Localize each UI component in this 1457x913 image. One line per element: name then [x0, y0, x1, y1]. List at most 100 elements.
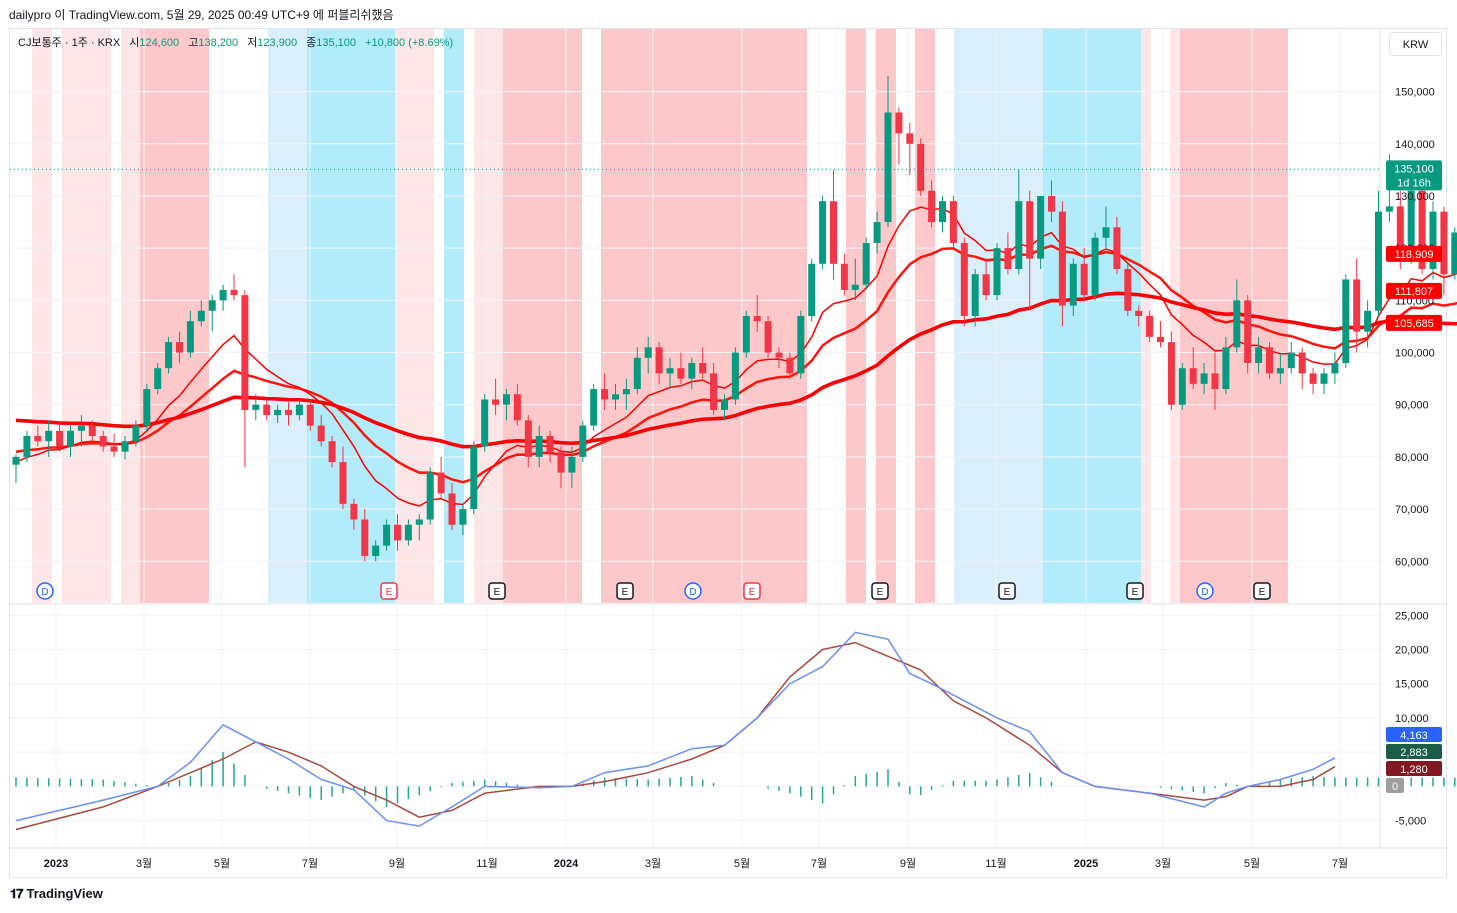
- earnings-marker-label: E: [1259, 587, 1266, 598]
- earnings-marker-icon: [1253, 582, 1271, 600]
- candle-body: [110, 446, 118, 452]
- dividend-marker-label: D: [41, 587, 48, 598]
- candle-body: [1255, 347, 1263, 363]
- ma-long-line: [15, 291, 1457, 449]
- candle-body: [263, 404, 271, 416]
- candle-body: [459, 509, 467, 525]
- histogram-value-badge: 1,280: [1400, 764, 1428, 776]
- time-tick-label: 2025: [1074, 858, 1098, 870]
- dividend-marker-label: D: [689, 587, 696, 598]
- candle-body: [252, 404, 260, 410]
- dividend-marker-icon: [36, 582, 54, 600]
- candle-body: [339, 462, 347, 504]
- candle-body: [699, 362, 707, 374]
- time-tick-label: 2023: [44, 858, 68, 870]
- candle-body: [1102, 227, 1110, 238]
- candle-body: [1167, 342, 1175, 405]
- earnings-marker-label: E: [749, 587, 756, 598]
- earnings-marker-icon: [1126, 582, 1144, 600]
- candle-body: [1178, 368, 1186, 405]
- price-tick-label: 90,000: [1395, 400, 1429, 412]
- time-tick-label: 7월: [1332, 857, 1348, 870]
- candle-body: [12, 456, 20, 465]
- time-tick-label: 5월: [1244, 857, 1260, 870]
- candle-body: [819, 201, 827, 264]
- dividend-marker-label: D: [1201, 587, 1208, 598]
- candle-body: [1266, 347, 1273, 374]
- candle-body: [786, 357, 794, 374]
- candle-body: [1091, 237, 1099, 296]
- time-tick-label: 5월: [734, 857, 750, 870]
- candle-body: [960, 242, 968, 316]
- low-label: 저: [247, 37, 258, 49]
- candle-body: [394, 524, 401, 541]
- macd-tick-label: -5,000: [1395, 816, 1426, 828]
- candle-body: [1287, 352, 1295, 369]
- earnings-marker-icon: [380, 582, 398, 600]
- candle-body: [67, 430, 74, 447]
- dividend-marker-icon: [1196, 582, 1214, 600]
- candle-body: [622, 389, 630, 395]
- candle-body: [1385, 206, 1393, 212]
- earnings-marker-icon: [616, 582, 634, 600]
- open-value: 124,600: [139, 37, 180, 49]
- price-tick-label: 150,000: [1395, 87, 1435, 99]
- symbol-name[interactable]: CJ보통주 · 1주 · KRX: [18, 37, 121, 49]
- candle-body: [306, 404, 314, 426]
- candle-body: [1331, 362, 1339, 374]
- candle-body: [873, 222, 881, 243]
- tradingview-mark-icon: 𝟏𝟕: [10, 886, 24, 901]
- candle-body: [840, 263, 848, 290]
- regime-band: [444, 29, 464, 603]
- candle-body: [1058, 211, 1066, 306]
- candle-body: [753, 316, 761, 322]
- dividend-marker-icon: [684, 582, 702, 600]
- candle-body: [88, 425, 96, 437]
- ma-short-line: [15, 206, 1457, 507]
- price-tick-label: 100,000: [1395, 348, 1435, 360]
- candle-body: [1135, 310, 1143, 316]
- currency-button[interactable]: KRW: [1389, 32, 1442, 56]
- candle-body: [197, 310, 205, 322]
- candle-body: [655, 347, 663, 374]
- candle-body: [1037, 195, 1045, 259]
- candle-body: [1200, 373, 1208, 384]
- candle-body: [56, 430, 64, 447]
- regime-band: [503, 29, 582, 603]
- regime-band: [1141, 29, 1151, 603]
- candle-body: [1157, 336, 1164, 343]
- candle-body: [317, 425, 325, 442]
- candle-body: [939, 201, 946, 223]
- candle-body: [274, 409, 282, 416]
- candle-body: [1320, 373, 1328, 384]
- candle-body: [524, 420, 532, 457]
- candle-body: [579, 425, 587, 457]
- close-value: 135,100: [316, 37, 357, 49]
- candle-body: [546, 436, 554, 452]
- candle-body: [1080, 263, 1088, 296]
- candle-body: [949, 201, 957, 243]
- candle-body: [710, 373, 718, 410]
- candle-body: [132, 425, 140, 442]
- last-price-badge: 1d 16h: [1397, 177, 1431, 189]
- ma-short-badge: 118,909: [1395, 249, 1434, 261]
- ma-mid-line: [15, 244, 1457, 484]
- regime-band: [1170, 29, 1180, 603]
- tradingview-logo[interactable]: 𝟏𝟕 TradingView: [10, 886, 103, 902]
- candle-body: [1407, 190, 1415, 259]
- candle-body: [1113, 227, 1121, 270]
- signal-value-badge: 2,883: [1400, 747, 1428, 759]
- candle-body: [906, 133, 914, 144]
- candle-body: [1375, 211, 1382, 311]
- candle-body: [1418, 190, 1426, 270]
- macd-tick-label: 10,000: [1395, 713, 1429, 725]
- time-tick-label: 3월: [645, 857, 661, 870]
- candle-body: [1146, 316, 1154, 337]
- candle-body: [1298, 352, 1306, 374]
- candle-body: [764, 321, 772, 353]
- earnings-marker-icon: [998, 582, 1016, 600]
- candle-body: [982, 274, 990, 296]
- ma-long-badge-bg: [1386, 314, 1442, 331]
- zero-badge-bg: [1386, 778, 1404, 793]
